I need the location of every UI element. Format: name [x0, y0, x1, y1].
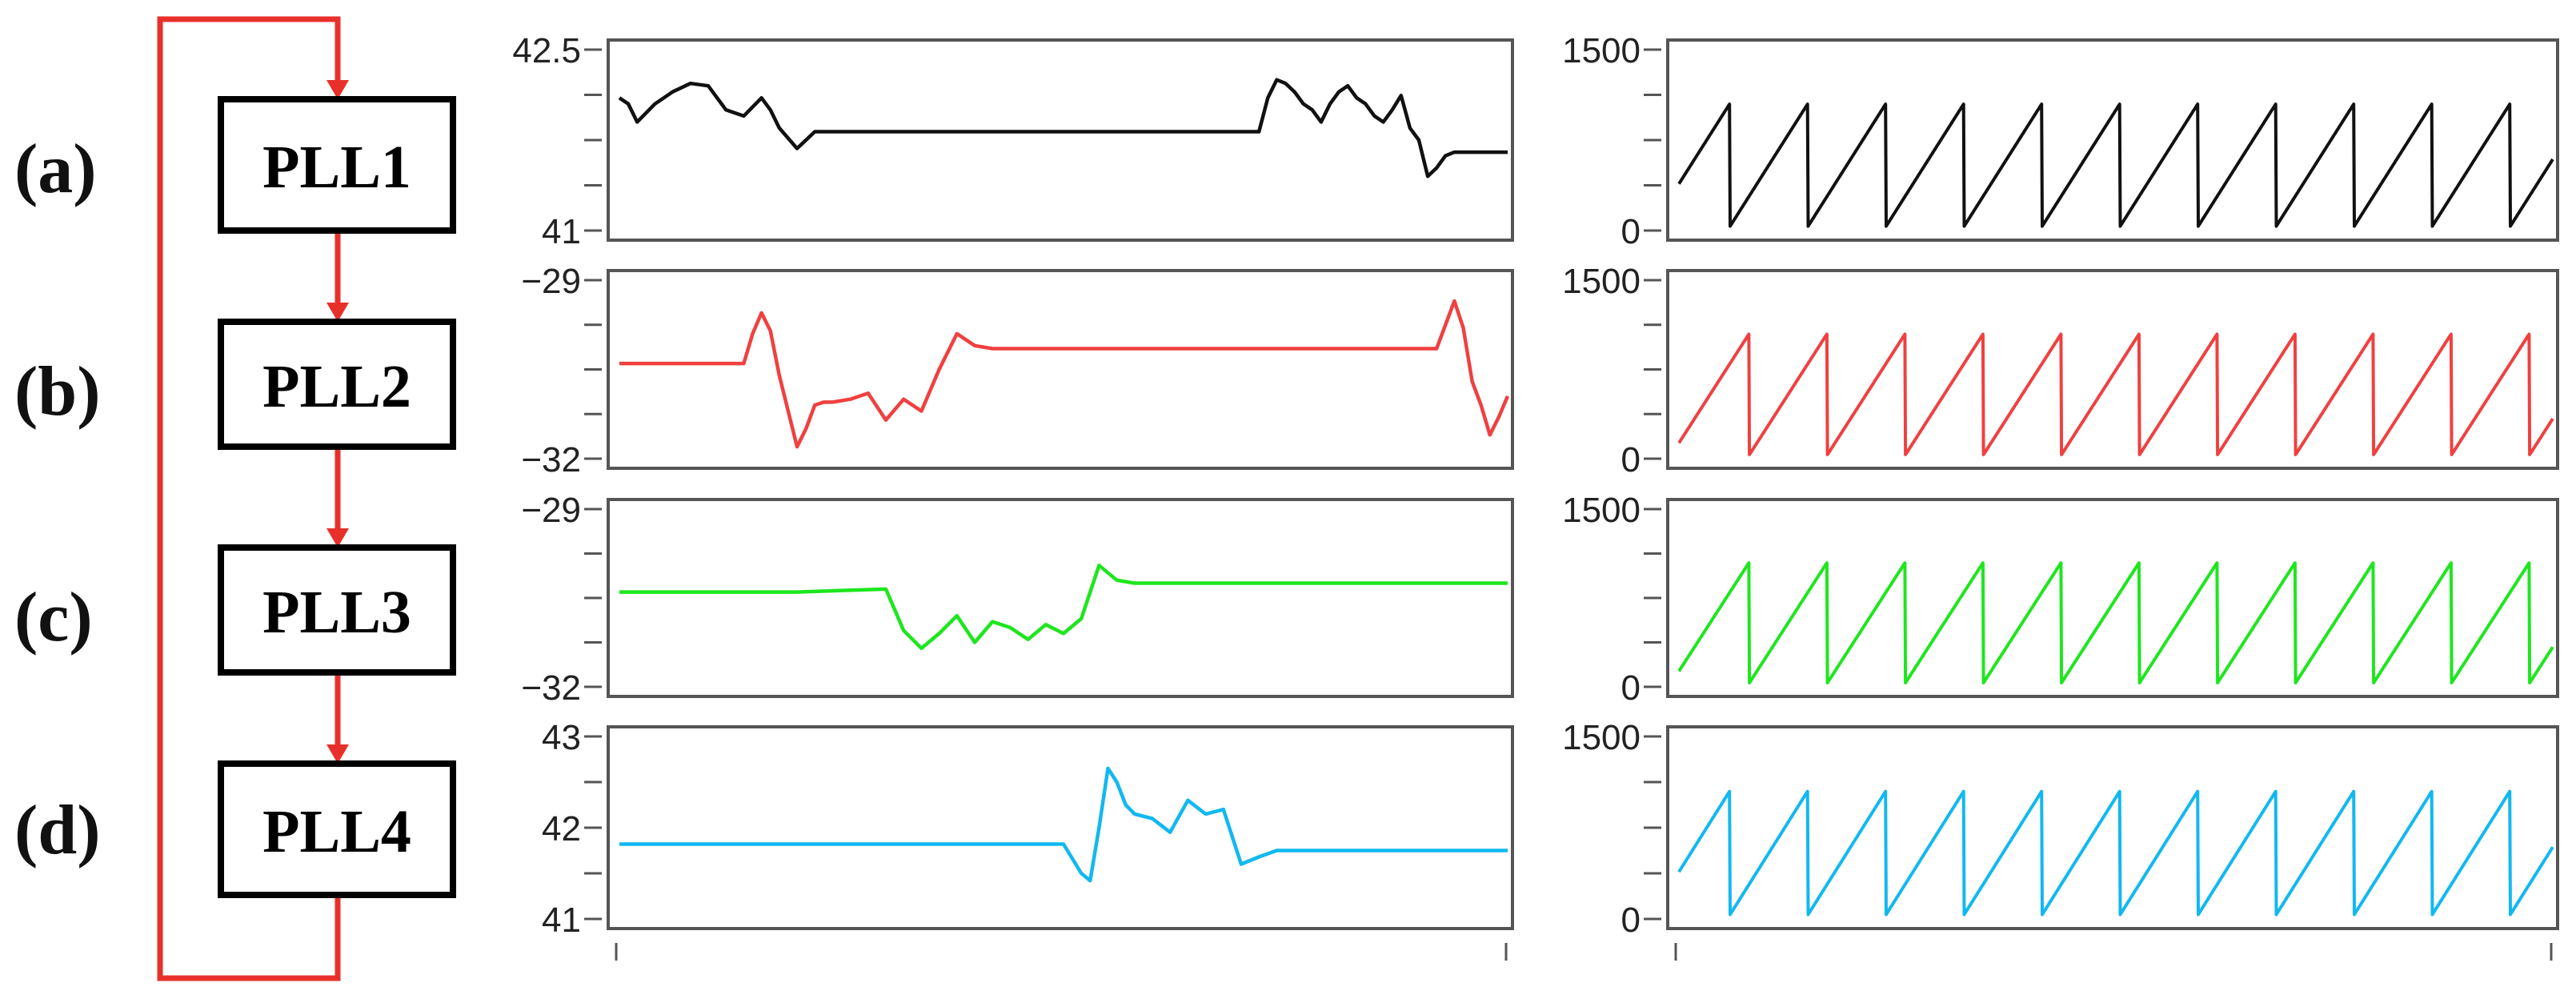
pll-block-2: PLL2	[218, 319, 456, 450]
arrowhead-into-pll2	[327, 303, 349, 322]
chart-panels: 42.541−29−32−29−324342411500015000150001…	[512, 31, 2559, 961]
chart-panel-a-right: 1500 0	[1562, 31, 2559, 251]
y-tick-label: −32	[521, 440, 581, 479]
plot-frame	[1666, 498, 2559, 698]
chart-panel-d-left: 43 42 41	[542, 718, 1514, 961]
pll-block-4-label: PLL4	[262, 798, 411, 865]
plot-frame	[1666, 38, 2559, 242]
chart-panel-b-left: −29 −32	[521, 262, 1514, 479]
feedback-loop-line	[157, 16, 341, 981]
plot-frame	[607, 38, 1514, 242]
series-line	[1677, 561, 2554, 684]
pll-block-1-label: PLL1	[262, 134, 411, 201]
series-line	[619, 564, 1508, 651]
pll-block-3-label: PLL3	[262, 579, 411, 646]
plot-frame	[1666, 725, 2559, 930]
y-tick-label: 42.5	[512, 31, 581, 70]
y-tick-label: 0	[1621, 668, 1641, 708]
row-label-b: (b)	[14, 353, 101, 431]
y-tick-label: 41	[542, 212, 581, 251]
arrowhead-into-pll1	[327, 80, 349, 99]
pll-block-4: PLL4	[218, 760, 456, 898]
series-line	[1677, 332, 2554, 456]
y-tick-label: 1500	[1562, 491, 1641, 530]
row-label-d: (d)	[14, 792, 101, 869]
chart-panel-a-left: 42.5 41	[512, 31, 1514, 251]
y-tick-label: −29	[521, 262, 581, 301]
y-tick-label: 1500	[1562, 718, 1641, 757]
arrowheads	[327, 80, 349, 764]
y-tick-label: −29	[521, 491, 581, 530]
pll-block-3: PLL3	[218, 544, 456, 676]
chart-panel-c-left: −29 −32	[521, 491, 1514, 708]
plot-frame	[607, 725, 1514, 930]
y-tick-label: −32	[521, 668, 581, 708]
arrowhead-into-pll4	[327, 744, 349, 764]
chart-panel-d-right: 1500 0	[1562, 718, 2559, 961]
pll-block-1-frame	[218, 96, 456, 234]
pll-block-4-frame	[218, 760, 456, 898]
pll-block-2-frame	[218, 319, 456, 450]
pll-block-1: PLL1	[218, 96, 456, 234]
chart-panel-b-right: 1500 0	[1562, 262, 2559, 479]
plot-frame	[607, 498, 1514, 698]
y-tick-label: 42	[542, 809, 581, 849]
pll-block-3-frame	[218, 544, 456, 676]
y-tick-label: 0	[1621, 440, 1641, 479]
y-tick-label: 1500	[1562, 262, 1641, 301]
y-tick-label: 41	[542, 901, 581, 940]
series-line	[618, 78, 1508, 179]
series-line	[619, 299, 1510, 449]
arrowhead-into-pll3	[327, 528, 349, 548]
y-tick-label: 1500	[1562, 31, 1641, 70]
series-line	[1677, 789, 2554, 917]
series-line	[619, 766, 1508, 883]
row-label-a: (a)	[14, 130, 97, 208]
pll-block-2-label: PLL2	[262, 353, 411, 420]
plot-frame	[1666, 269, 2559, 470]
row-label-c: (c)	[14, 579, 93, 656]
y-tick-label: 0	[1621, 901, 1641, 940]
chart-panel-c-right: 1500 0	[1562, 491, 2559, 708]
plot-frame	[607, 269, 1514, 470]
ring-connections	[157, 16, 341, 981]
y-tick-label: 0	[1621, 212, 1641, 251]
y-tick-label: 43	[542, 718, 581, 757]
series-line	[1677, 102, 2554, 228]
